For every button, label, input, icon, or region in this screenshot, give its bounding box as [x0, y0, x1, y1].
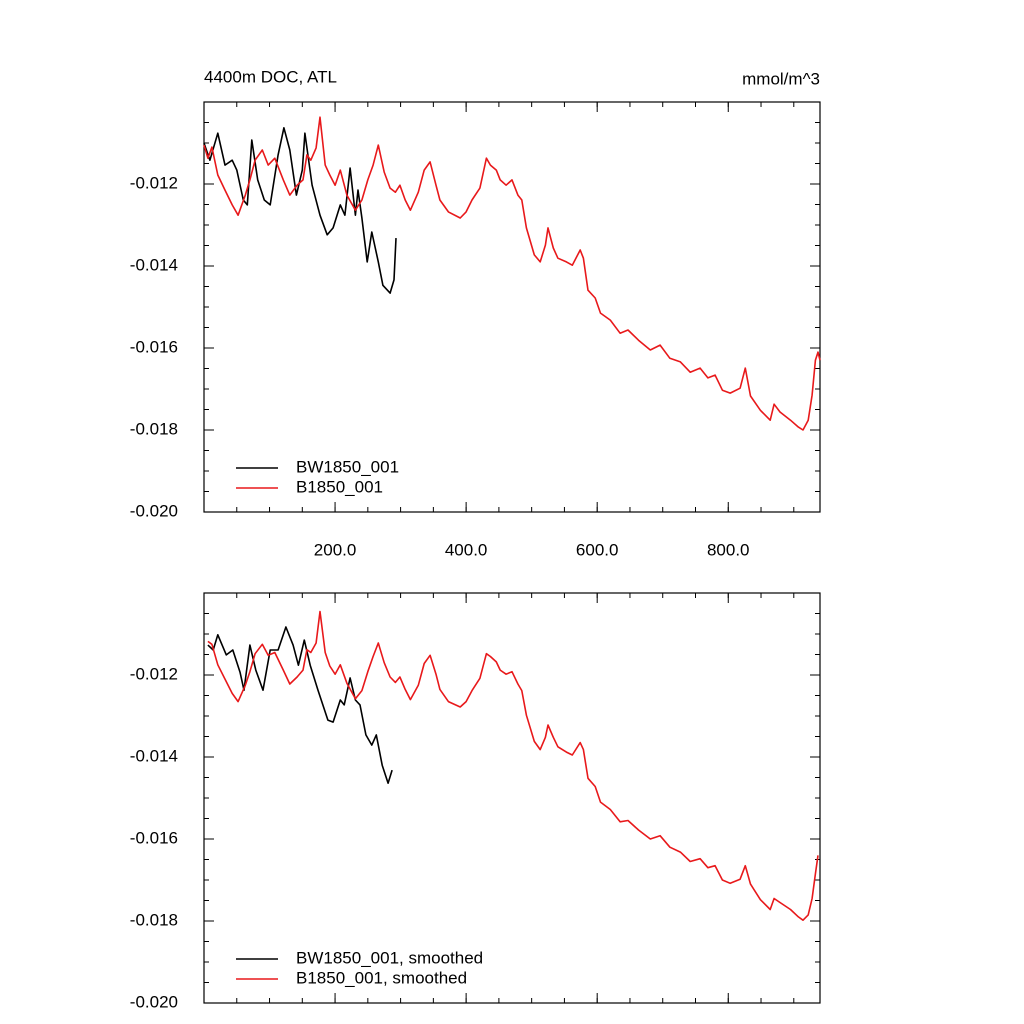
- y-tick-label: -0.018: [130, 910, 178, 929]
- plot-frame: [203, 101, 821, 513]
- legend-label: B1850_001, smoothed: [296, 968, 467, 987]
- legend-label: BW1850_001, smoothed: [296, 948, 483, 967]
- y-tick-label: -0.012: [130, 173, 178, 192]
- x-tick-label: 400.0: [445, 540, 488, 559]
- y-tick-label: -0.020: [130, 992, 178, 1011]
- y-tick-label: -0.014: [130, 746, 178, 765]
- legend-label: B1850_001: [296, 477, 383, 496]
- y-tick-label: -0.012: [130, 664, 178, 683]
- y-tick-label: -0.014: [130, 255, 178, 274]
- y-tick-label: -0.016: [130, 828, 178, 847]
- legend-label: BW1850_001: [296, 457, 399, 476]
- x-tick-label: 600.0: [576, 540, 619, 559]
- x-tick-label: 800.0: [707, 540, 750, 559]
- y-tick-label: -0.016: [130, 337, 178, 356]
- units-label: mmol/m^3: [742, 69, 820, 88]
- series-line: [207, 626, 393, 784]
- chart-title: 4400m DOC, ATL: [204, 67, 337, 86]
- y-tick-label: -0.018: [130, 419, 178, 438]
- series-line: [207, 610, 819, 921]
- y-tick-label: -0.020: [130, 501, 178, 520]
- series-line: [203, 127, 397, 294]
- series-line: [203, 116, 821, 431]
- x-tick-label: 200.0: [314, 540, 357, 559]
